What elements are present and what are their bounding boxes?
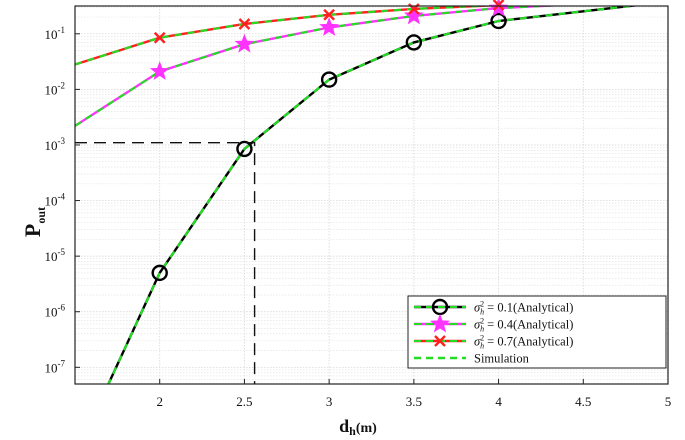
legend-label: σ2 h = 0.4(Analytical): [474, 317, 573, 334]
threshold-reference-line: [75, 141, 256, 384]
star-marker: [234, 33, 255, 53]
x-marker: [434, 335, 446, 347]
x-tick-label: 2: [156, 394, 163, 409]
x-marker: [153, 31, 166, 44]
x-tick-label: 4.5: [575, 394, 591, 409]
legend: σ2 h = 0.1(Analytical)σ2 h = 0.4(Analytical)…: [407, 295, 667, 369]
x-tick-label: 4: [495, 394, 502, 409]
series-group: [75, 0, 641, 384]
simulation-line: [107, 6, 640, 384]
legend-label: σ2 h = 0.1(Analytical): [474, 300, 573, 317]
y-tick-label: 10-1: [45, 25, 66, 42]
x-tick-label: 5: [665, 394, 672, 409]
x-tick-label: 2.5: [236, 394, 252, 409]
y-tick-label: 10-3: [45, 136, 66, 153]
circle-marker: [490, 12, 507, 30]
star-marker: [488, 0, 509, 17]
legend-label: Simulation: [474, 352, 530, 366]
circle-marker: [151, 264, 168, 282]
star-marker: [430, 313, 450, 333]
x-tick-label: 3: [326, 394, 333, 409]
star-marker: [403, 5, 424, 25]
x-tick-label: 3.5: [406, 394, 422, 409]
star-marker: [319, 17, 340, 36]
y-tick-label: 10-5: [45, 247, 66, 264]
star-marker: [149, 61, 170, 80]
reference-lines: [75, 141, 256, 384]
x-axis-title: dh(m): [339, 416, 377, 438]
plot-frame: [74, 5, 669, 385]
x-marker: [323, 8, 335, 21]
series-line-1: [107, 6, 641, 384]
circle-marker: [320, 71, 338, 88]
y-tick-label: 10-7: [45, 358, 66, 375]
y-axis-title: Pout: [20, 207, 48, 237]
circle-marker: [236, 140, 253, 158]
y-tick-labels: 10-7 10-6 10-5 10-4 10-3 10-2 10-1: [45, 25, 80, 375]
x-marker: [492, 0, 505, 11]
y-tick-label: 10-4: [45, 192, 66, 209]
y-tick-label: 10-2: [45, 80, 66, 97]
x-tick-labels: 2 2.5 3 3.5 4 4.5 5: [156, 379, 671, 409]
legend-label: σ2 h = 0.7(Analytical): [474, 334, 573, 351]
y-tick-label: 10-6: [45, 303, 66, 320]
x-marker: [238, 18, 251, 30]
circle-marker: [405, 34, 423, 51]
